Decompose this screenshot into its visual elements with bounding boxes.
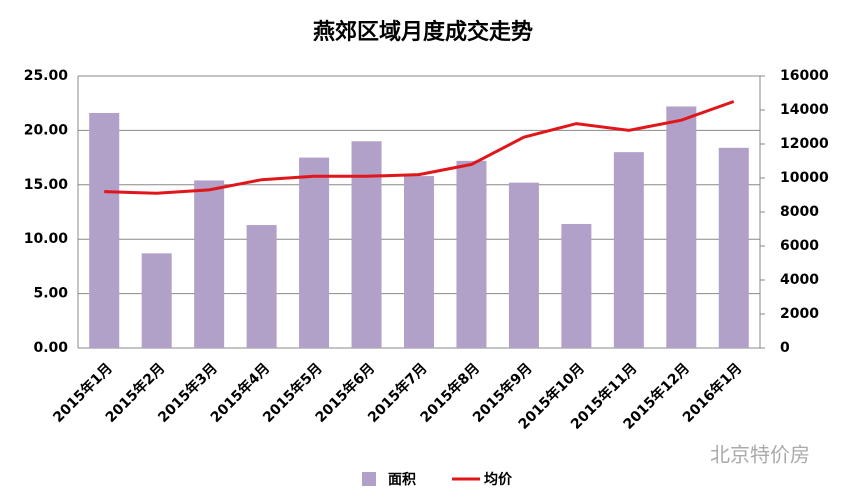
y2-tick-label: 8000 <box>780 204 819 220</box>
y2-tick-label: 0 <box>780 340 790 356</box>
y2-tick-label: 12000 <box>780 136 829 152</box>
y-tick-label: 10.00 <box>24 231 69 247</box>
bar <box>666 106 697 349</box>
bar <box>561 223 592 348</box>
bar <box>351 141 382 348</box>
bar <box>456 160 487 348</box>
y2-tick-label: 4000 <box>780 272 819 288</box>
y2-tick-label: 14000 <box>780 102 829 118</box>
bar <box>246 225 277 348</box>
y-tick-label: 20.00 <box>24 122 69 138</box>
bar <box>404 176 434 348</box>
y-tick-label: 15.00 <box>24 177 69 193</box>
y2-tick-label: 2000 <box>780 306 819 322</box>
y2-tick-label: 10000 <box>780 170 829 186</box>
bar <box>508 182 539 348</box>
y2-tick-label: 6000 <box>780 238 819 254</box>
line <box>104 100 735 195</box>
bar <box>89 112 120 348</box>
y-tick-label: 25.00 <box>24 68 69 84</box>
legend-swatch <box>362 472 376 486</box>
bar <box>194 180 225 348</box>
y-tick-label: 0.00 <box>33 340 68 356</box>
y2-tick-label: 16000 <box>780 68 829 84</box>
chart-title: 燕郊区域月度成交走势 <box>313 19 533 45</box>
bar <box>141 253 172 348</box>
bar <box>613 152 644 348</box>
watermark: 北京特价房 <box>710 443 810 467</box>
legend-label: 面积 <box>388 471 416 488</box>
legend-label: 均价 <box>484 471 513 488</box>
bar <box>718 147 749 348</box>
bar <box>299 157 330 348</box>
y-tick-label: 5.00 <box>33 286 68 302</box>
